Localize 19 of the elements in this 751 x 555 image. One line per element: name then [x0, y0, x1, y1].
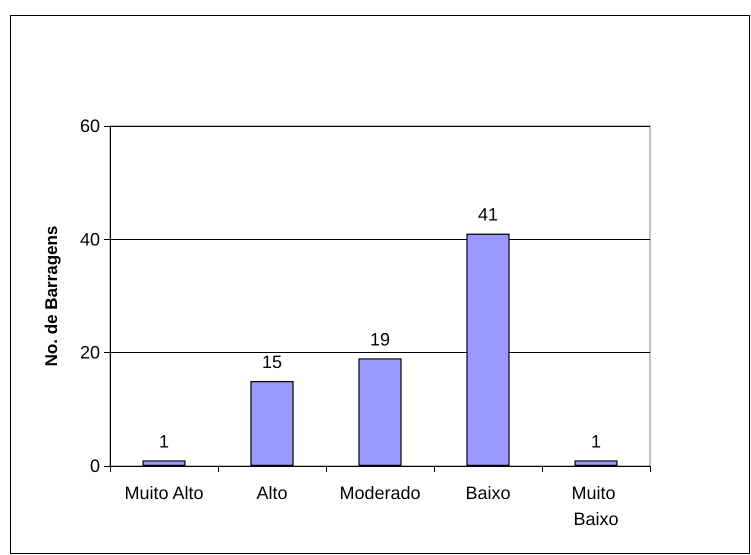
- data-label: 15: [262, 352, 282, 372]
- data-label: 1: [590, 431, 602, 452]
- bar: [358, 358, 402, 466]
- x-tick-label: Baixo: [465, 483, 511, 503]
- x-tick-label: Muito Baixo: [571, 483, 621, 529]
- y-axis-title: No. de Barragens: [42, 226, 61, 366]
- x-tick-label: Moderado: [339, 483, 421, 503]
- bar: [250, 381, 294, 466]
- bar: [142, 460, 186, 466]
- y-tick-label: 40: [80, 229, 100, 250]
- y-tick-label: 0: [90, 456, 100, 476]
- x-tick-label: Alto: [256, 483, 288, 503]
- y-tick-label: 60: [80, 116, 100, 136]
- y-tick-label: 20: [80, 342, 100, 363]
- data-label: 41: [478, 204, 498, 225]
- data-label: 1: [158, 431, 170, 452]
- x-tick-label: Muito Alto: [124, 483, 204, 503]
- bar: [574, 460, 618, 466]
- data-label: 19: [370, 329, 390, 350]
